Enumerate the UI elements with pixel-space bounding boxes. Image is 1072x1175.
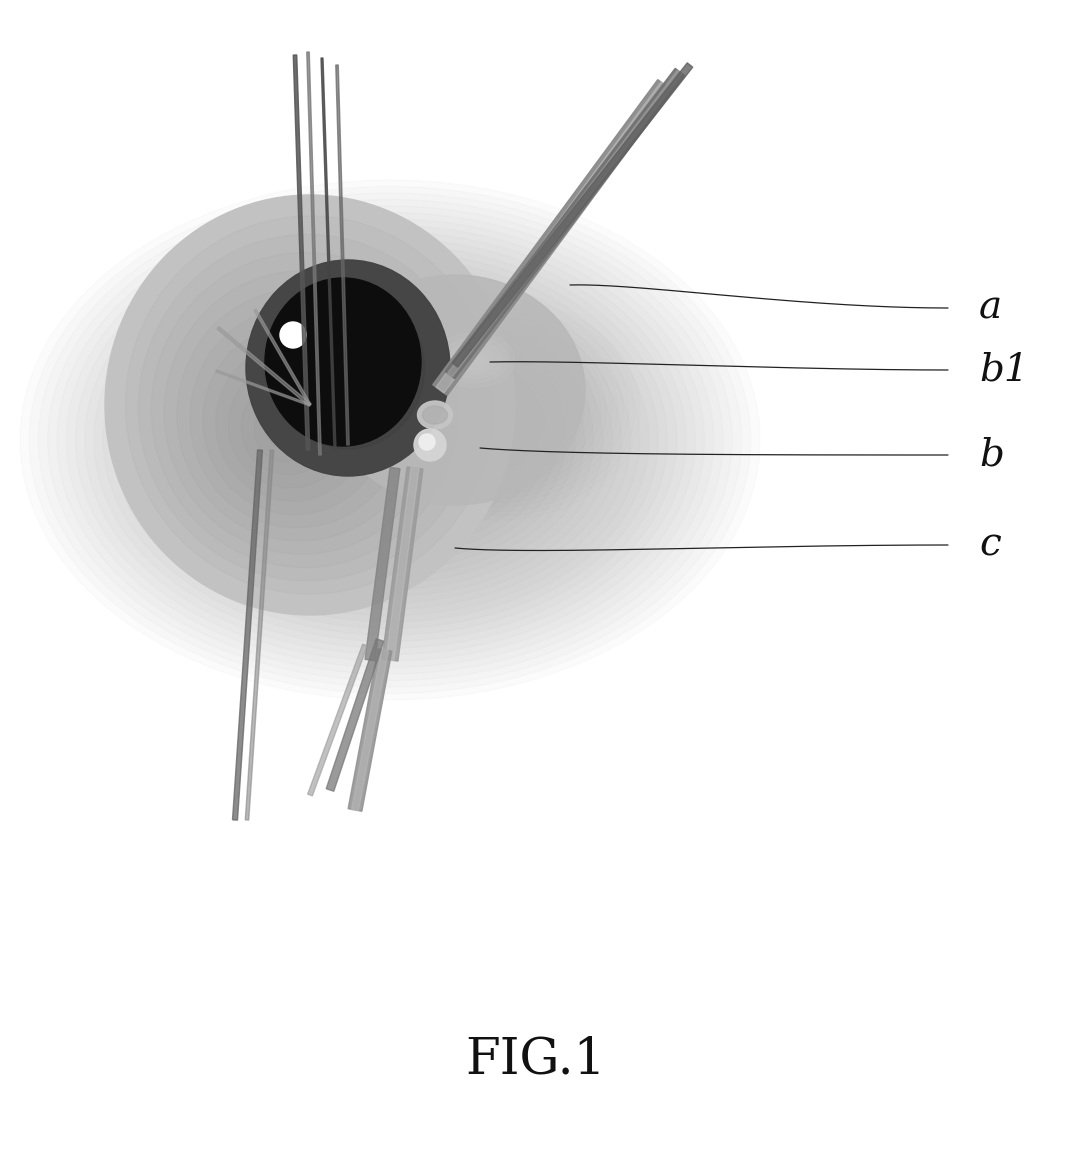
Ellipse shape xyxy=(323,320,398,370)
Ellipse shape xyxy=(323,341,373,395)
Ellipse shape xyxy=(308,310,413,380)
Polygon shape xyxy=(294,55,310,450)
Ellipse shape xyxy=(151,253,459,568)
Ellipse shape xyxy=(241,381,333,475)
Ellipse shape xyxy=(267,417,298,448)
Polygon shape xyxy=(352,650,388,811)
Text: b: b xyxy=(979,436,1003,474)
Circle shape xyxy=(419,434,435,450)
Polygon shape xyxy=(254,309,311,405)
Polygon shape xyxy=(366,468,400,660)
Ellipse shape xyxy=(265,278,421,446)
Polygon shape xyxy=(445,68,685,378)
Polygon shape xyxy=(308,644,368,795)
Ellipse shape xyxy=(215,344,370,502)
Ellipse shape xyxy=(271,287,425,449)
Ellipse shape xyxy=(297,314,399,422)
Ellipse shape xyxy=(435,333,515,388)
Ellipse shape xyxy=(345,335,375,355)
Polygon shape xyxy=(307,52,322,455)
Ellipse shape xyxy=(338,330,383,360)
Polygon shape xyxy=(436,82,669,392)
Polygon shape xyxy=(321,58,336,450)
Circle shape xyxy=(280,322,306,348)
Polygon shape xyxy=(233,450,263,820)
Ellipse shape xyxy=(330,325,390,365)
Ellipse shape xyxy=(417,401,452,429)
Polygon shape xyxy=(452,62,693,367)
Ellipse shape xyxy=(203,325,387,515)
Ellipse shape xyxy=(177,289,423,540)
Polygon shape xyxy=(326,639,384,791)
Ellipse shape xyxy=(105,195,515,615)
Ellipse shape xyxy=(125,216,494,595)
Ellipse shape xyxy=(422,407,447,424)
Polygon shape xyxy=(448,70,683,377)
Polygon shape xyxy=(382,466,423,662)
Ellipse shape xyxy=(468,355,481,364)
Text: FIG.1: FIG.1 xyxy=(465,1035,607,1085)
Text: c: c xyxy=(979,526,1001,564)
Ellipse shape xyxy=(442,337,508,383)
Ellipse shape xyxy=(455,347,495,374)
Polygon shape xyxy=(245,450,273,820)
Polygon shape xyxy=(386,468,419,660)
Ellipse shape xyxy=(138,234,477,580)
Circle shape xyxy=(414,429,446,461)
Ellipse shape xyxy=(353,340,368,350)
Ellipse shape xyxy=(300,306,420,385)
Polygon shape xyxy=(215,370,310,405)
Ellipse shape xyxy=(245,260,450,476)
Ellipse shape xyxy=(448,342,502,378)
Ellipse shape xyxy=(190,307,405,528)
Ellipse shape xyxy=(254,398,316,462)
Ellipse shape xyxy=(315,315,405,375)
Polygon shape xyxy=(336,65,349,445)
Text: a: a xyxy=(979,289,1002,327)
Ellipse shape xyxy=(462,351,489,369)
Polygon shape xyxy=(433,80,672,395)
Polygon shape xyxy=(218,327,311,407)
Polygon shape xyxy=(348,649,392,811)
Ellipse shape xyxy=(245,260,450,476)
Text: b1: b1 xyxy=(979,351,1029,389)
Ellipse shape xyxy=(228,362,352,488)
Ellipse shape xyxy=(325,275,585,505)
Ellipse shape xyxy=(164,270,441,555)
